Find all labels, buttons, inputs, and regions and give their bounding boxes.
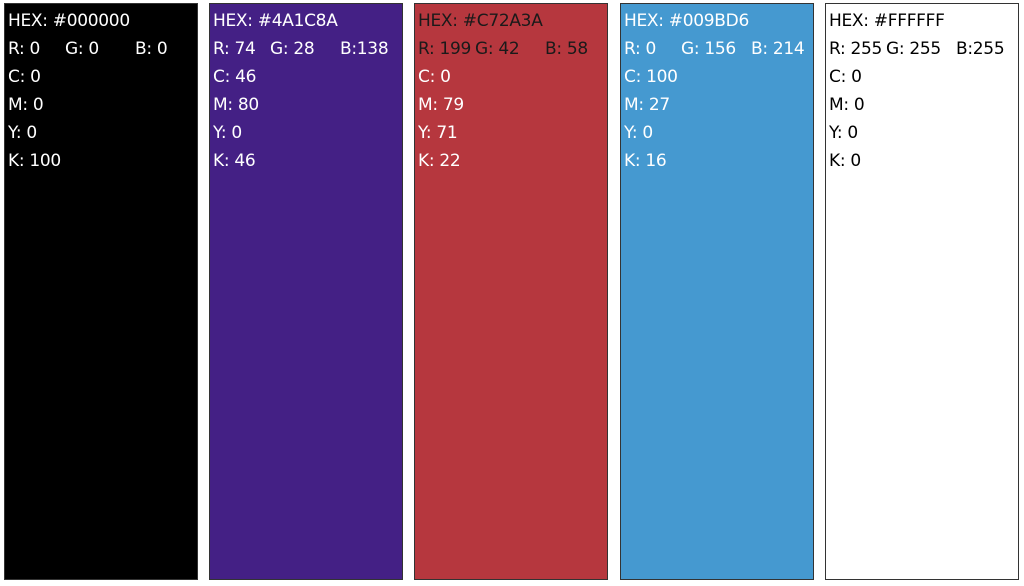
- b-label: B: 214: [751, 39, 805, 59]
- hex-label: HEX: #4A1C8A: [213, 11, 338, 31]
- m-label: M: 0: [829, 95, 865, 115]
- b-label: B:138: [340, 39, 389, 59]
- b-label: B:255: [956, 39, 1005, 59]
- k-label: K: 22: [418, 151, 461, 171]
- hex-label: HEX: #FFFFFF: [829, 11, 945, 31]
- r-label: R: 0: [8, 39, 41, 59]
- k-label: K: 16: [624, 151, 667, 171]
- k-label: K: 100: [8, 151, 61, 171]
- r-label: R: 199: [418, 39, 472, 59]
- y-label: Y: 0: [829, 123, 858, 143]
- b-label: B: 0: [135, 39, 168, 59]
- y-label: Y: 0: [624, 123, 653, 143]
- m-label: M: 27: [624, 95, 670, 115]
- c-label: C: 46: [213, 67, 257, 87]
- m-label: M: 79: [418, 95, 464, 115]
- c-label: C: 0: [829, 67, 862, 87]
- hex-label: HEX: #000000: [8, 11, 130, 31]
- color-swatch: HEX: #FFFFFF R: 255 G: 255 B:255 C: 0 M: 0 Y: …: [825, 3, 1019, 580]
- r-label: R: 0: [624, 39, 657, 59]
- r-label: R: 74: [213, 39, 256, 59]
- r-label: R: 255: [829, 39, 883, 59]
- m-label: M: 80: [213, 95, 259, 115]
- y-label: Y: 0: [8, 123, 37, 143]
- k-label: K: 0: [829, 151, 861, 171]
- b-label: B: 58: [545, 39, 588, 59]
- color-swatch: HEX: #C72A3A R: 199 G: 42 B: 58 C: 0 M: 79 Y: …: [414, 3, 608, 580]
- g-label: G: 42: [475, 39, 520, 59]
- hex-label: HEX: #C72A3A: [418, 11, 543, 31]
- y-label: Y: 0: [213, 123, 242, 143]
- y-label: Y: 71: [418, 123, 458, 143]
- g-label: G: 255: [886, 39, 941, 59]
- c-label: C: 100: [624, 67, 678, 87]
- g-label: G: 28: [270, 39, 315, 59]
- k-label: K: 46: [213, 151, 256, 171]
- m-label: M: 0: [8, 95, 44, 115]
- c-label: C: 0: [8, 67, 41, 87]
- color-swatch: HEX: #4A1C8A R: 74 G: 28 B:138 C: 46 M: 80 Y: …: [209, 3, 403, 580]
- c-label: C: 0: [418, 67, 451, 87]
- color-swatch: HEX: #009BD6 R: 0 G: 156 B: 214 C: 100 M: 27 Y…: [620, 3, 814, 580]
- g-label: G: 0: [65, 39, 99, 59]
- color-swatch: HEX: #000000 R: 0 G: 0 B: 0 C: 0 M: 0 Y: 0 K: 1…: [4, 3, 198, 580]
- g-label: G: 156: [681, 39, 736, 59]
- hex-label: HEX: #009BD6: [624, 11, 749, 31]
